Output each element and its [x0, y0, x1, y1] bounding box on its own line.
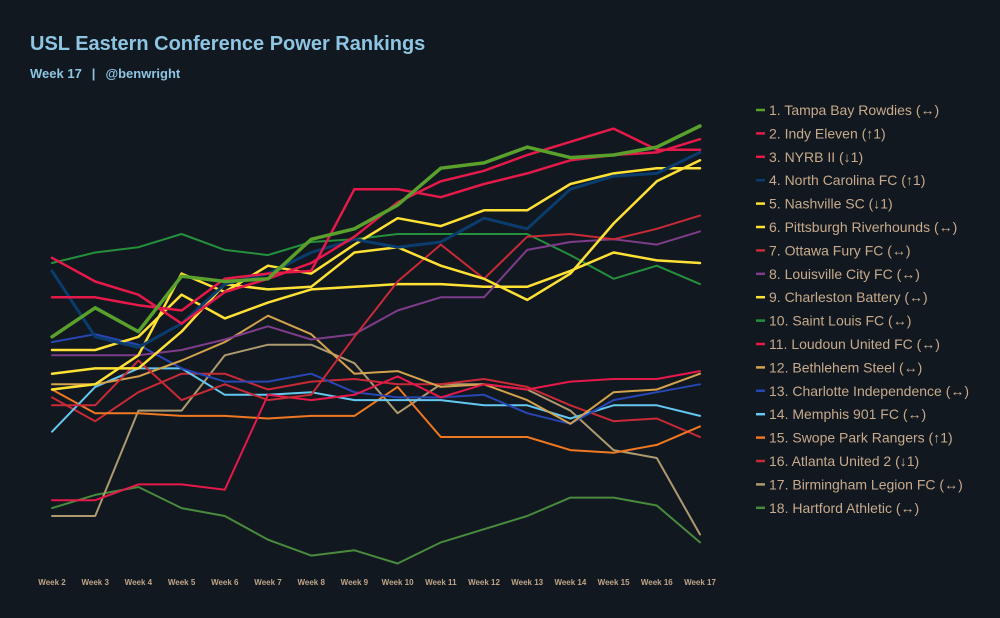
series-line-15	[51, 385, 701, 454]
page-subtitle: Week 17 | @benwright	[30, 66, 180, 81]
x-tick-label: Week 5	[168, 578, 196, 587]
legend-item: 1. Tampa Bay Rowdies (↔)	[756, 102, 939, 118]
series-line-12	[51, 314, 701, 425]
legend-item: 8. Louisville City FC (↔)	[756, 266, 920, 282]
legend-label: 3. NYRB II (↓1)	[769, 149, 863, 165]
x-tick-label: Week 3	[81, 578, 109, 587]
series-line-11	[51, 370, 701, 502]
series-line-16	[51, 372, 701, 438]
x-tick-label: Week 4	[125, 578, 153, 587]
legend-label: 1. Tampa Bay Rowdies (↔)	[769, 102, 939, 118]
week-label: Week 17	[30, 66, 82, 81]
x-tick-label: Week 14	[554, 578, 586, 587]
x-tick-label: Week 9	[341, 578, 369, 587]
x-axis-ticks: Week 2 Week 3 Week 4 Week 5 Week 6 Week 7 Week…	[38, 578, 716, 587]
subtitle-separator: |	[91, 66, 96, 81]
series-line-4	[50, 150, 702, 349]
x-tick-label: Week 16	[641, 578, 673, 587]
legend-item: 4. North Carolina FC (↑1)	[756, 172, 925, 188]
legend-label: 7. Ottawa Fury FC (↔)	[769, 242, 911, 258]
legend-item: 7. Ottawa Fury FC (↔)	[756, 242, 911, 258]
series-line-1	[50, 124, 702, 339]
legend-label: 13. Charlotte Independence (↔)	[769, 383, 969, 399]
page-title: USL Eastern Conference Power Rankings	[30, 33, 426, 55]
series-lines	[50, 124, 702, 565]
x-tick-label: Week 12	[468, 578, 500, 587]
legend-item: 18. Hartford Athletic (↔)	[756, 500, 919, 516]
legend-item: 17. Birmingham Legion FC (↔)	[756, 476, 963, 492]
legend-item: 6. Pittsburgh Riverhounds (↔)	[756, 219, 957, 235]
x-tick-label: Week 2	[38, 578, 66, 587]
x-tick-label: Week 6	[211, 578, 239, 587]
series-line-5	[50, 166, 702, 391]
legend-label: 5. Nashville SC (↓1)	[769, 196, 893, 212]
series-line-13	[51, 333, 701, 425]
legend-label: 11. Loudoun United FC (↔)	[769, 336, 940, 352]
legend-item: 14. Memphis 901 FC (↔)	[756, 406, 926, 422]
series-line-18	[51, 486, 701, 565]
author-handle: @benwright	[105, 66, 181, 81]
legend-label: 4. North Carolina FC (↑1)	[769, 172, 925, 188]
x-tick-label: Week 11	[425, 578, 457, 587]
legend-item: 16. Atlanta United 2 (↓1)	[756, 453, 919, 469]
x-tick-label: Week 8	[297, 578, 325, 587]
x-tick-label: Week 10	[382, 578, 414, 587]
legend-label: 16. Atlanta United 2 (↓1)	[769, 453, 919, 469]
x-tick-label: Week 7	[254, 578, 282, 587]
series-line-6	[50, 159, 702, 375]
x-tick-label: Week 13	[511, 578, 543, 587]
legend-label: 15. Swope Park Rangers (↑1)	[769, 430, 953, 446]
legend-item: 3. NYRB II (↓1)	[756, 149, 863, 165]
x-tick-label: Week 17	[684, 578, 716, 587]
legend-label: 14. Memphis 901 FC (↔)	[769, 406, 926, 422]
legend-label: 10. Saint Louis FC (↔)	[769, 313, 911, 329]
legend-label: 6. Pittsburgh Riverhounds (↔)	[769, 219, 957, 235]
series-line-7	[51, 214, 701, 407]
legend-label: 8. Louisville City FC (↔)	[769, 266, 920, 282]
legend-item: 10. Saint Louis FC (↔)	[756, 313, 911, 329]
series-line-17	[51, 343, 701, 536]
legend-label: 9. Charleston Battery (↔)	[769, 289, 928, 305]
legend-label: 17. Birmingham Legion FC (↔)	[769, 476, 963, 492]
series-line-2	[50, 127, 702, 325]
legend-item: 11. Loudoun United FC (↔)	[756, 336, 940, 352]
legend-label: 2. Indy Eleven (↑1)	[769, 125, 886, 141]
series-line-8	[51, 230, 701, 357]
legend-label: 18. Hartford Athletic (↔)	[769, 500, 919, 516]
legend-item: 13. Charlotte Independence (↔)	[756, 383, 969, 399]
legend-item: 5. Nashville SC (↓1)	[756, 196, 893, 212]
legend-item: 9. Charleston Battery (↔)	[756, 289, 928, 305]
legend-item: 2. Indy Eleven (↑1)	[756, 125, 886, 141]
legend-item: 12. Bethlehem Steel (↔)	[756, 359, 922, 375]
x-tick-label: Week 15	[598, 578, 630, 587]
legend-item: 15. Swope Park Rangers (↑1)	[756, 430, 953, 446]
series-line-10	[51, 233, 701, 286]
legend: 1. Tampa Bay Rowdies (↔) 2. Indy Eleven (…	[756, 102, 969, 516]
legend-label: 12. Bethlehem Steel (↔)	[769, 359, 922, 375]
